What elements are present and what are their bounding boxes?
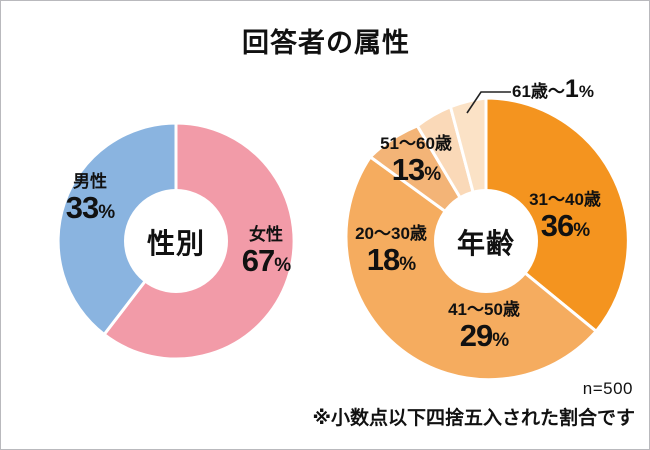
age-label-61-plus-value: 1 xyxy=(564,75,579,103)
sample-size-label: n=500 xyxy=(582,379,633,398)
age-label-31-40-value: 36% xyxy=(540,208,590,243)
age-label-61-plus-pct: % xyxy=(578,82,594,101)
age-label-31-40-pct: % xyxy=(573,220,590,241)
gender-label-male-value: 33% xyxy=(65,190,115,225)
age-label-51-60-pct: % xyxy=(424,164,441,185)
gender-slice-male[interactable] xyxy=(56,121,178,337)
age-label-41-50-value: 29% xyxy=(459,318,509,353)
age-label-41-50: 41〜50歳 29% xyxy=(448,301,520,351)
age-label-41-50-category: 41〜50歳 xyxy=(448,300,520,319)
age-label-20-30-pct: % xyxy=(399,254,416,275)
age-label-51-60: 51〜60歳 13% xyxy=(380,135,452,185)
page-title: 回答者の属性 xyxy=(242,28,410,58)
gender-label-female-value: 67% xyxy=(241,243,291,278)
age-label-51-60-category: 51〜60歳 xyxy=(380,134,452,153)
gender-label-female-category: 女性 xyxy=(248,225,283,244)
gender-label-female: 女性 67% xyxy=(241,225,291,278)
age-donut-hole xyxy=(434,189,538,293)
age-label-31-40-category: 31〜40歳 xyxy=(529,190,601,209)
age-label-41-50-pct: % xyxy=(492,330,509,351)
gender-label-male-pct: % xyxy=(98,202,115,223)
age-donut-svg xyxy=(344,96,630,382)
gender-label-male-category: 男性 xyxy=(72,172,107,191)
gender-label-female-pct: % xyxy=(274,255,291,276)
age-label-31-40: 31〜40歳 36% xyxy=(529,191,601,241)
age-center-label: 年齢 xyxy=(456,228,516,259)
age-label-61-plus-category: 61歳〜 xyxy=(512,82,565,101)
rounding-note: ※小数点以下四捨五入された割合です xyxy=(312,408,635,429)
age-donut-chart xyxy=(341,96,631,386)
gender-donut-chart xyxy=(56,121,296,361)
age-label-20-30-value: 18% xyxy=(366,242,416,277)
age-callout-leader-line xyxy=(466,91,511,114)
gender-center-label: 性別 xyxy=(146,228,206,259)
age-label-61-plus: 61歳〜1% xyxy=(512,75,594,104)
age-label-51-60-value: 13% xyxy=(391,152,441,187)
age-slice-31-40[interactable] xyxy=(484,96,630,334)
gender-label-male: 男性 33% xyxy=(65,172,115,225)
gender-donut-svg xyxy=(56,121,296,361)
gender-donut-hole xyxy=(124,189,228,293)
age-label-20-30: 20〜30歳 18% xyxy=(355,225,427,275)
age-label-20-30-category: 20〜30歳 xyxy=(355,224,427,243)
